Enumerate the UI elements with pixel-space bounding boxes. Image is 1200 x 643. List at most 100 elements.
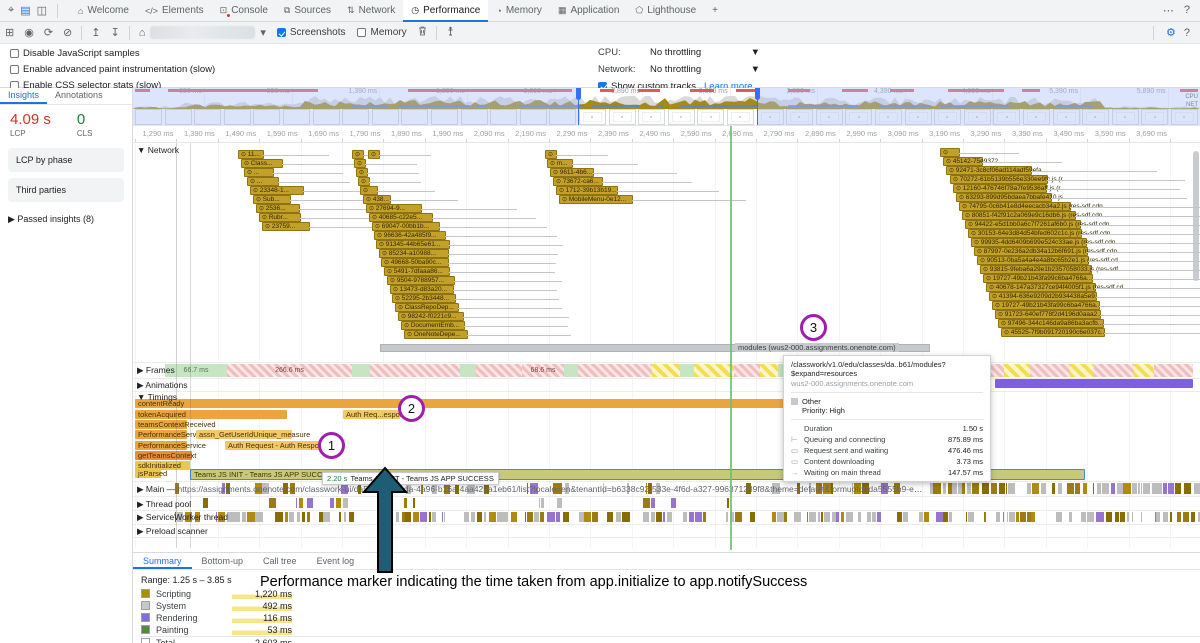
trash-icon[interactable] <box>418 26 427 39</box>
tab-welcome[interactable]: ⌂ Welcome <box>70 0 137 22</box>
tab-memory[interactable]: ◔ Memory <box>488 0 550 22</box>
insight-card-0[interactable]: LCP by phase <box>8 148 124 172</box>
network-request-bar[interactable]: 12160-476746f78a7fe9536aff.js (r... <box>953 184 1180 193</box>
network-request-bar[interactable] <box>352 150 415 159</box>
network-request-bar[interactable]: 41394-636e9209d2b934438a5e9... <box>989 292 1200 301</box>
minimap-window-handle-left[interactable] <box>576 88 581 100</box>
timing-marker[interactable]: assn_GetUserIdUnique_measure <box>196 430 310 439</box>
capture-checkbox-1[interactable]: Enable advanced paint instrumentation (s… <box>10 64 215 75</box>
network-request-bar[interactable]: 2536... <box>256 204 383 213</box>
timing-marker[interactable]: Auth Request - Auth Response <box>225 441 331 450</box>
timing-marker[interactable]: getTeamsContext <box>135 451 196 460</box>
network-request-bar[interactable]: 96636-42a485f9... <box>374 231 557 240</box>
timing-marker[interactable]: PerformanceService <box>135 430 206 439</box>
bottom-tab-eventlog[interactable]: Event log <box>316 556 355 566</box>
filmstrip-screenshot[interactable] <box>786 109 814 125</box>
network-request-bar[interactable]: 11... <box>238 150 329 159</box>
network-request-bar[interactable] <box>354 159 417 168</box>
network-request-bar[interactable]: 13473-d83a20... <box>390 285 557 294</box>
insight-card-1[interactable]: Third parties <box>8 178 124 202</box>
filmstrip-screenshot[interactable] <box>608 109 636 125</box>
filmstrip-screenshot[interactable] <box>164 109 192 125</box>
network-request-bar[interactable]: OneNoteDepe... <box>404 330 571 339</box>
network-request-bar[interactable]: 23348-1... <box>250 186 397 195</box>
filmstrip-screenshot[interactable] <box>815 109 843 125</box>
network-request-bar[interactable]: 45142-75e9372... <box>943 157 1062 166</box>
filmstrip-screenshot[interactable] <box>312 109 340 125</box>
timing-marker[interactable]: teamsContextReceived <box>135 420 216 429</box>
record-icon[interactable]: ◉ <box>24 27 34 39</box>
network-request-bar[interactable]: 90513-0ba5a4a4e4a8bc65b2e1.js (res-sdf.c… <box>977 256 1200 265</box>
network-request-bar[interactable] <box>545 150 608 159</box>
filmstrip-screenshot[interactable] <box>638 109 666 125</box>
network-request-bar[interactable] <box>358 177 421 186</box>
network-request-bar[interactable] <box>356 168 419 177</box>
timing-marker[interactable]: sdkInitialized <box>135 461 190 470</box>
timeline-minimap[interactable]: 390 ms890 ms1,390 ms1,890 ms2,390 ms2,89… <box>133 88 1200 126</box>
save-profile-icon[interactable]: ↧ <box>110 27 120 39</box>
network-request-bar[interactable]: ... <box>247 177 350 186</box>
tab-performance[interactable]: ◷ Performance <box>403 0 489 22</box>
network-request-bar[interactable]: 49668-50ba90c... <box>381 258 556 267</box>
network-request-bar[interactable]: 98242-f0221c9... <box>398 312 569 321</box>
help-icon[interactable]: ? <box>1183 26 1190 39</box>
tab-network[interactable]: ⇅ Network <box>339 0 403 22</box>
preload-scanner-title[interactable]: ▶ Preload scanner <box>137 526 208 536</box>
serviceworker-thread-title[interactable]: ▶ ServiceWorker thread <box>137 512 228 522</box>
filmstrip-screenshot[interactable] <box>1171 109 1198 125</box>
network-request-bar[interactable]: DocumentEmb... <box>401 321 568 330</box>
network-request-bar[interactable]: 73672-ca6... <box>553 177 692 186</box>
bottom-tab-summary[interactable]: Summary <box>133 553 192 569</box>
filmstrip-screenshot[interactable] <box>223 109 251 125</box>
filmstrip-screenshot[interactable] <box>963 109 991 125</box>
network-request-bar[interactable]: 91723-640ef778f2d4196d0aaa2... <box>995 310 1200 319</box>
history-dropdown[interactable] <box>150 26 256 39</box>
network-request-bar[interactable]: 80851-f42f91c2a069e9c16db6.js (res-sdf.c… <box>962 211 1200 220</box>
filmstrip-screenshot[interactable] <box>490 109 518 125</box>
timing-marker[interactable]: Auth Req...esponse <box>343 410 412 419</box>
timing-marker[interactable]: PerformanceService <box>135 441 206 450</box>
network-request-bar[interactable]: MobileMenu-0e12... <box>559 195 746 204</box>
filmstrip-screenshot[interactable] <box>904 109 932 125</box>
timing-marker[interactable]: contentReady <box>135 399 985 408</box>
network-throttling-select[interactable]: No throttling ▼ <box>650 63 760 75</box>
filmstrip-screenshot[interactable] <box>549 109 577 125</box>
filmstrip-screenshot[interactable] <box>1052 109 1080 125</box>
network-request-bar[interactable]: m... <box>547 159 638 168</box>
animations-track-title[interactable]: ▶ Animations <box>137 380 188 390</box>
network-request-bar[interactable]: 97496-344c146da9a86ba3acfb... <box>998 319 1200 328</box>
tab-elements[interactable]: </> Elements <box>137 0 212 22</box>
filmstrip-screenshot[interactable] <box>371 109 399 125</box>
more-options-icon[interactable]: ⋯ <box>1162 5 1174 17</box>
network-request-bar[interactable]: 27694-9... <box>366 204 517 213</box>
frames-track-title[interactable]: ▶ Frames <box>137 365 175 375</box>
filmstrip-screenshot[interactable] <box>667 109 695 125</box>
network-request-bar[interactable]: 9504-9788957... <box>387 276 562 285</box>
network-request-bar[interactable]: 91345-44b65e61... <box>376 240 563 249</box>
filmstrip-screenshot[interactable] <box>283 109 310 125</box>
filmstrip-screenshot[interactable] <box>253 109 281 125</box>
filmstrip-screenshot[interactable] <box>1111 109 1139 125</box>
timing-marker[interactable]: tokenAcquired <box>135 410 287 419</box>
network-request-bar[interactable]: 52295-2b3448... <box>392 294 559 303</box>
filmstrip-screenshot[interactable] <box>135 109 162 125</box>
network-request-bar[interactable]: 30153-64e3d84d54bfed602c1c.js (res-sdf.c… <box>968 229 1200 238</box>
bottom-tab-bottomup[interactable]: Bottom-up <box>201 556 244 566</box>
cpu-throttling-select[interactable]: No throttling ▼ <box>650 46 760 58</box>
toggle-sidebar-icon[interactable]: ⊞ <box>5 27 15 39</box>
network-request-bar[interactable]: Sub... <box>253 195 368 204</box>
network-request-bar[interactable]: 9611-4b6... <box>550 168 677 177</box>
network-request-bar[interactable]: ClassRepoDep... <box>395 303 562 312</box>
selected-timing-marker[interactable]: Teams JS INIT - Teams JS APP SUCCESS <box>190 469 1085 480</box>
network-request-bar[interactable]: 93815-9feba6a29e1b2357058033.js (res-sdf… <box>980 265 1200 274</box>
network-track-title[interactable]: ▼ Network <box>137 145 179 155</box>
filmstrip-screenshot[interactable] <box>194 109 222 125</box>
filmstrip-screenshot[interactable] <box>579 109 606 125</box>
collect-garbage-icon[interactable] <box>446 26 455 39</box>
filmstrip-screenshot[interactable] <box>727 109 754 125</box>
filmstrip-screenshot[interactable] <box>1082 109 1110 125</box>
capture-settings-gear-icon[interactable]: ⚙ <box>1166 27 1176 39</box>
main-thread-title[interactable]: ▶ Main — https://assignments.onenote.com… <box>137 484 927 494</box>
passed-insights-toggle[interactable]: ▶ Passed insights (8) <box>8 214 94 224</box>
filmstrip-screenshot[interactable] <box>431 109 458 125</box>
